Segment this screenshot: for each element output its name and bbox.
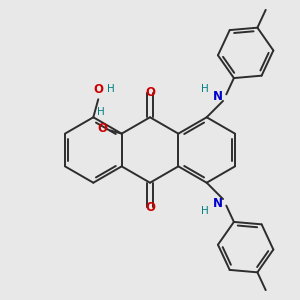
Text: O: O	[93, 83, 103, 96]
Text: H: H	[201, 206, 209, 215]
Text: N: N	[213, 197, 223, 211]
Text: N: N	[213, 89, 223, 103]
Text: H: H	[97, 107, 104, 117]
Text: H: H	[107, 85, 115, 94]
Text: O: O	[145, 201, 155, 214]
Text: H: H	[201, 85, 209, 94]
Text: O: O	[97, 122, 107, 135]
Text: O: O	[145, 86, 155, 99]
